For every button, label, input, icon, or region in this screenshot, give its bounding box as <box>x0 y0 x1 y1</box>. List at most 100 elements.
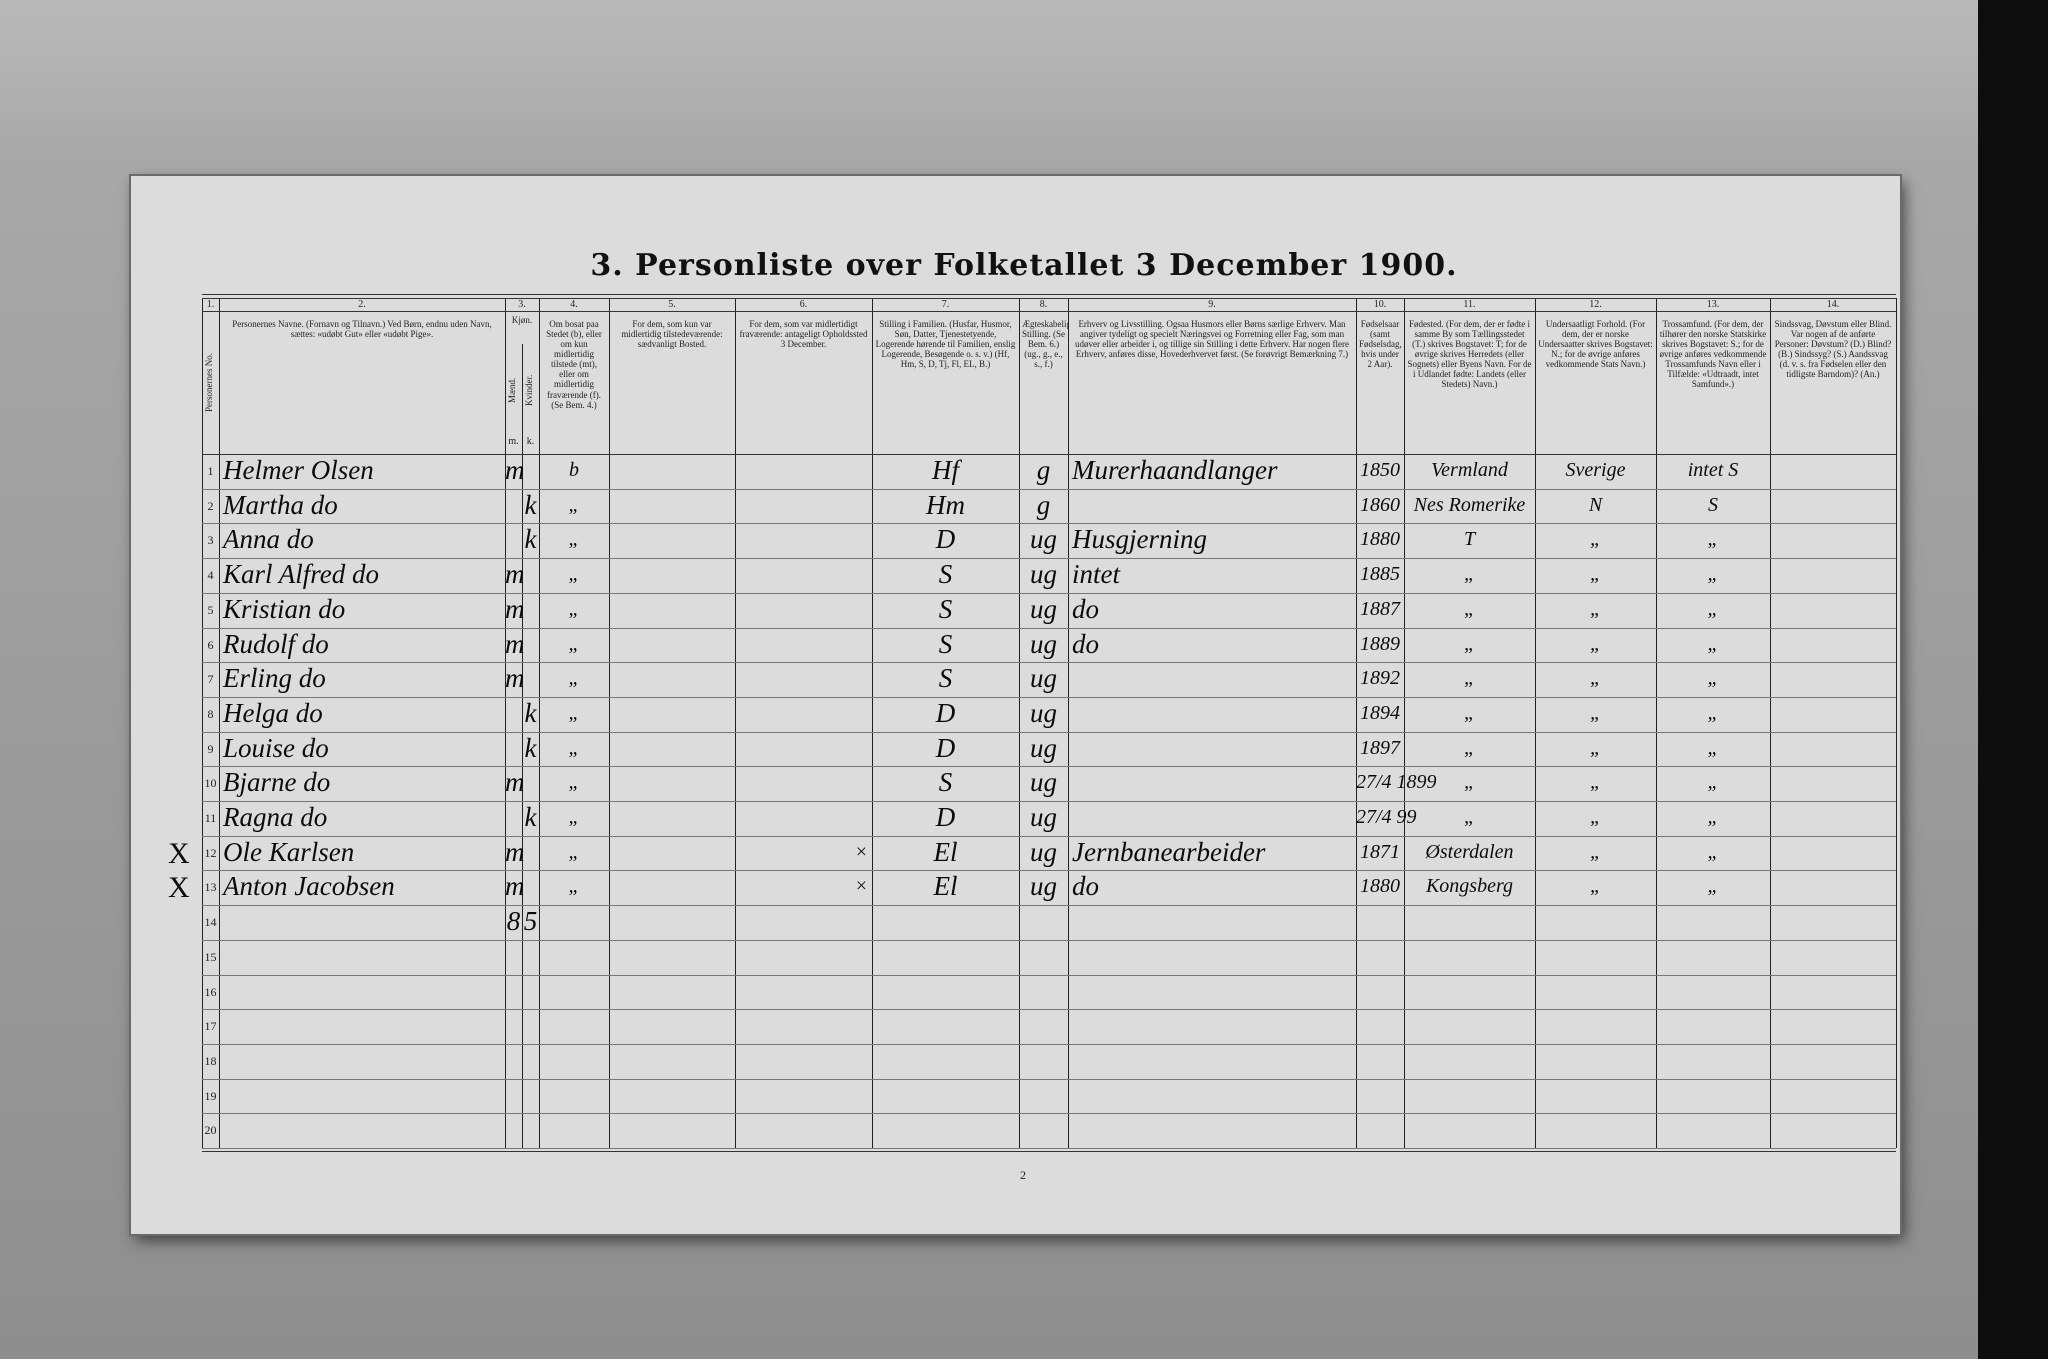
entry-birthplace: Østerdalen <box>1425 840 1514 863</box>
row-number: 7 <box>207 672 214 687</box>
row-rule <box>202 558 1896 560</box>
column-rule <box>1404 298 1405 1148</box>
column-header: Om bosat paa Stedet (b), eller om kun mi… <box>546 319 602 410</box>
entry-res: „ <box>568 597 580 620</box>
entry-born: 1892 <box>1360 667 1400 690</box>
entry-fam: D <box>935 524 956 555</box>
column-header: Erhverv og Livsstilling. Ogsaa Husmors e… <box>1074 319 1350 360</box>
entry-res: b <box>569 459 579 481</box>
column-header: Undersaatligt Forhold. (For dem, der er … <box>1538 319 1653 370</box>
entry-k: k <box>524 732 537 763</box>
column-header: Personernes Navne. (Fornavn og Tilnavn.)… <box>232 319 492 340</box>
entry-name: Anna do <box>223 524 314 555</box>
entry-m: m <box>505 767 525 798</box>
row-number: 13 <box>204 880 217 895</box>
column-rule <box>1535 298 1536 1148</box>
entry-nat: „ <box>1589 736 1602 759</box>
entry-res: „ <box>568 667 580 690</box>
entry-birthplace: „ <box>1463 632 1476 655</box>
entry-nat: „ <box>1589 701 1602 724</box>
header-rule <box>202 454 1896 455</box>
entry-born: 1889 <box>1360 632 1400 655</box>
entry-born: 1880 <box>1360 875 1400 898</box>
row-number: 4 <box>207 568 214 583</box>
column-header: Trossamfund. (For dem, der tilhører den … <box>1659 319 1767 390</box>
row-number: 16 <box>204 984 217 999</box>
row-rule <box>202 523 1896 525</box>
entry-name: Erling do <box>223 663 326 694</box>
row-number: 15 <box>204 949 217 964</box>
row-number: 19 <box>204 1088 217 1103</box>
subcolumn-header: Mænd. <box>507 377 517 403</box>
entry-faith: „ <box>1707 771 1719 794</box>
entry-born: 1885 <box>1360 563 1400 586</box>
entry-fam: D <box>935 732 956 763</box>
entry-fam: S <box>938 663 953 694</box>
subcolumn-short: k. <box>526 436 535 447</box>
column-header: For dem, som kun var midlertidig tilsted… <box>621 319 723 350</box>
column-number: 10. <box>1373 299 1387 310</box>
entry-nat: „ <box>1589 875 1602 898</box>
entry-birthplace: Kongsberg <box>1425 875 1514 898</box>
row-number: 9 <box>207 741 214 756</box>
entry-fam: S <box>938 767 953 798</box>
entry-nat: „ <box>1589 806 1602 828</box>
entry-occ: Husgjerning <box>1072 524 1207 555</box>
entry-born: 1860 <box>1360 493 1400 516</box>
entry-m: m <box>505 628 525 659</box>
entry-mar: ug <box>1030 871 1057 902</box>
entry-faith: S <box>1708 493 1718 516</box>
margin-cross: X <box>168 871 190 905</box>
entry-name: Rudolf do <box>223 628 329 659</box>
column-rule <box>735 298 736 1148</box>
column-number: 13. <box>1706 299 1720 310</box>
entry-mar: ug <box>1030 593 1057 624</box>
entry-born: 1880 <box>1360 528 1400 551</box>
entry-faith: „ <box>1707 736 1719 759</box>
column-header: Fødested. (For dem, der er fødte i samme… <box>1407 319 1532 390</box>
entry-name: Martha do <box>223 489 338 520</box>
row-rule <box>202 1148 1896 1149</box>
entry-res: „ <box>568 563 580 586</box>
entry-birthplace: „ <box>1463 736 1476 759</box>
entry-res: „ <box>568 701 580 724</box>
entry-k: k <box>524 489 537 520</box>
column-rule <box>202 298 203 1148</box>
entry-born: 1871 <box>1360 840 1400 863</box>
entry-fam: D <box>935 802 956 832</box>
entry-name: Louise do <box>223 732 329 763</box>
entry-occ: Jernbanearbeider <box>1072 836 1266 867</box>
entry-res: „ <box>568 736 580 759</box>
entry-m: 8 <box>506 906 521 937</box>
column-rule <box>505 298 506 1148</box>
entry-mar: ug <box>1030 628 1057 659</box>
column-number: 3. <box>518 299 526 310</box>
row-rule <box>202 731 1896 733</box>
entry-nat: „ <box>1589 528 1602 551</box>
entry-fam: El <box>933 871 958 902</box>
entry-nat: „ <box>1589 632 1602 655</box>
entry-nat: „ <box>1589 840 1602 863</box>
row-rule <box>202 801 1896 802</box>
column-header: Personernes No. <box>204 353 214 412</box>
column-rule <box>219 298 220 1148</box>
entry-birthplace: Vermland <box>1431 459 1508 481</box>
row-number: 5 <box>207 602 214 617</box>
entry-c6: × <box>854 840 869 863</box>
row-number: 2 <box>207 498 214 513</box>
column-header: Stilling i Familien. (Husfar, Husmor, Sø… <box>875 319 1016 370</box>
row-rule <box>202 662 1896 664</box>
entry-mar: g <box>1036 489 1051 520</box>
entry-c6: × <box>854 875 869 898</box>
column-number: 14. <box>1826 299 1840 310</box>
entry-res: „ <box>568 632 580 655</box>
entry-occ: intet <box>1072 559 1120 590</box>
entry-m: m <box>505 663 525 694</box>
row-rule <box>202 905 1896 907</box>
entry-k: k <box>524 697 537 728</box>
entry-faith: intet S <box>1687 459 1739 481</box>
row-rule <box>202 835 1896 837</box>
entry-faith: „ <box>1707 632 1719 655</box>
scan-edge <box>1978 0 2048 1359</box>
